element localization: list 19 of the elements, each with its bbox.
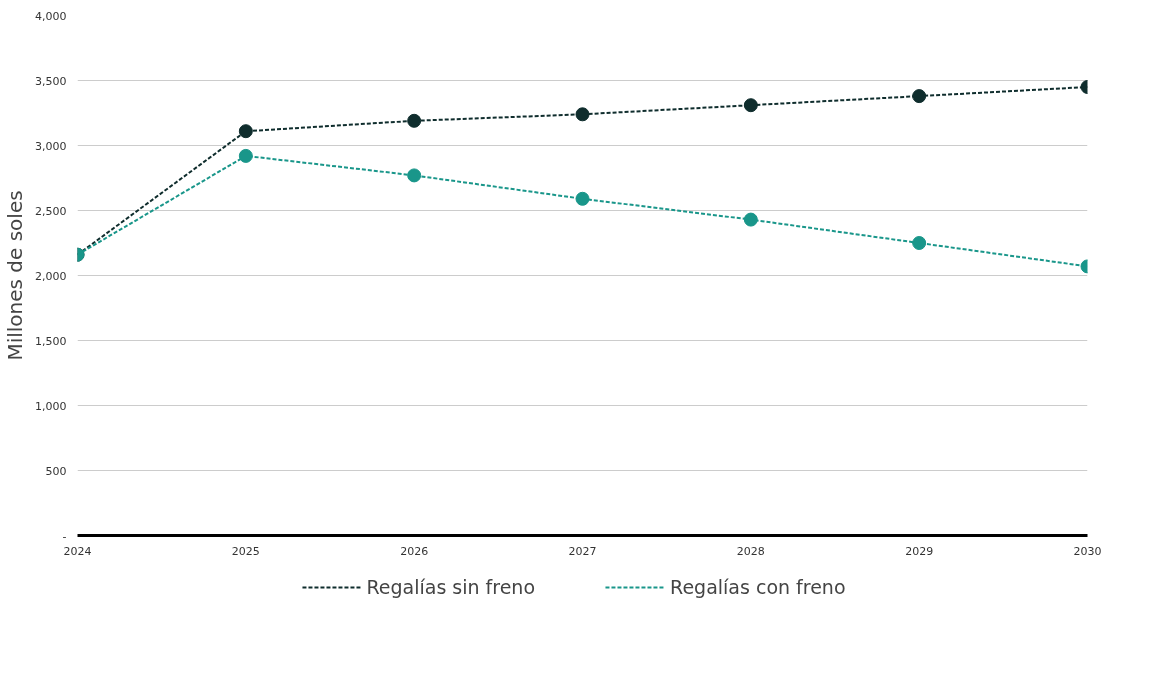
x-tick-label: 2028 bbox=[736, 544, 765, 558]
y-tick-label: 1,500 bbox=[35, 334, 67, 348]
legend-label: Regalías con freno bbox=[670, 576, 846, 598]
x-tick-label: 2025 bbox=[231, 544, 260, 558]
legend-label: Regalías sin freno bbox=[366, 576, 536, 598]
y-tick-label: 500 bbox=[45, 464, 67, 478]
y-tick-label: - bbox=[62, 529, 67, 543]
y-tick-label: 2,500 bbox=[35, 204, 67, 218]
x-tick-label: 2026 bbox=[400, 544, 429, 558]
y-tick-label: 3,500 bbox=[35, 74, 67, 88]
y-tick-label: 3,000 bbox=[35, 139, 67, 153]
y-tick-label: 4,000 bbox=[35, 9, 67, 23]
x-tick-label: 2030 bbox=[1073, 544, 1102, 558]
x-tick-label: 2024 bbox=[63, 544, 92, 558]
x-tick-label: 2029 bbox=[905, 544, 934, 558]
y-tick-label: 1,000 bbox=[35, 399, 67, 413]
y-tick-label: 2,000 bbox=[35, 269, 67, 283]
y-axis-title: Millones de soles bbox=[3, 190, 28, 361]
x-tick-label: 2027 bbox=[568, 544, 597, 558]
